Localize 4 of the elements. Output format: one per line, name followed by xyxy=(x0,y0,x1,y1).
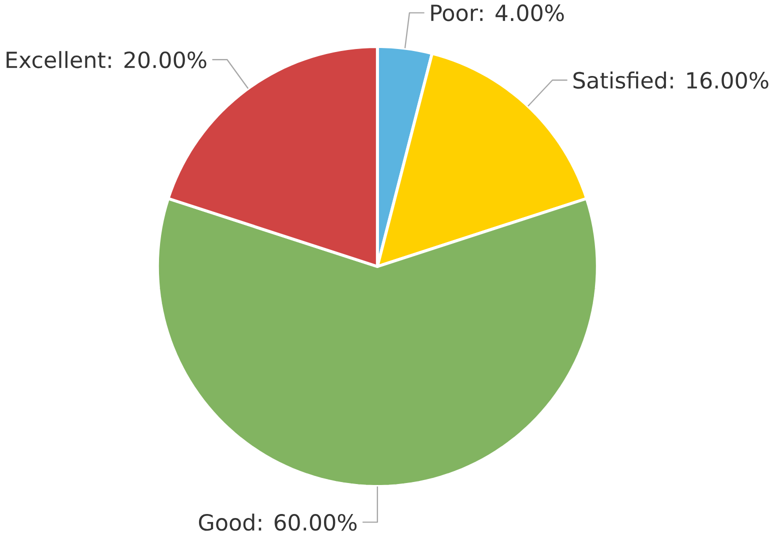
slice-label: Excellent: 20.00% xyxy=(6,50,206,68)
slice-label: Satisfied: 16.00% xyxy=(573,71,768,89)
slice-label: Good: 60.00% xyxy=(198,513,357,531)
slice-label: Poor: 4.00% xyxy=(431,4,564,22)
